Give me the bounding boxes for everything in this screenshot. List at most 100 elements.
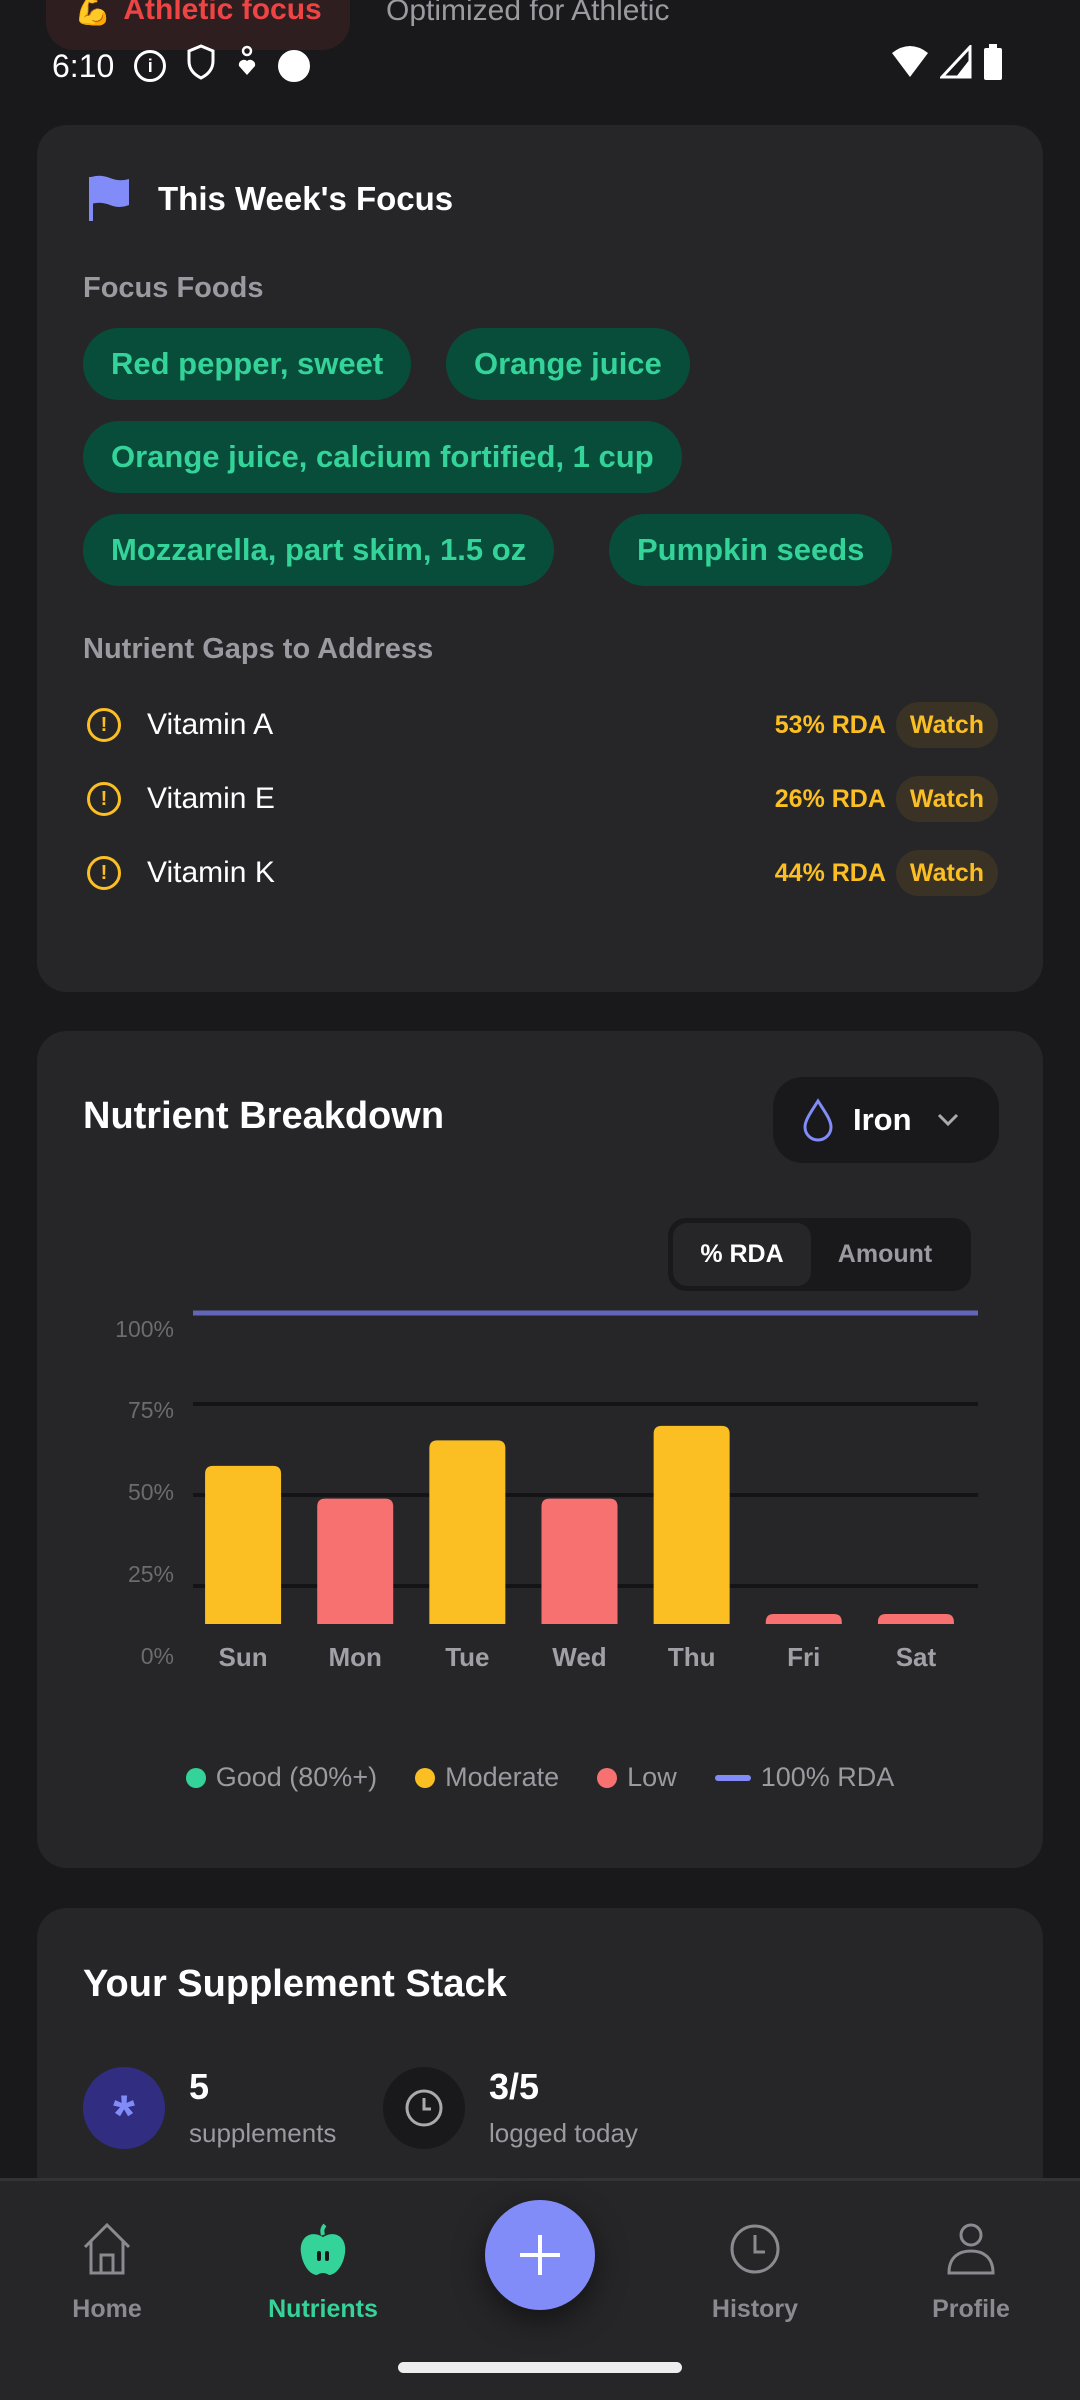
- x-tick-label: Sat: [895, 1642, 937, 1672]
- bottom-nav: Home Nutrients History Profile: [0, 2178, 1080, 2400]
- watch-badge: Watch: [895, 850, 998, 896]
- tab-label: Profile: [932, 2295, 1010, 2323]
- bar-sun[interactable]: [205, 1465, 282, 1624]
- info-icon: i: [134, 50, 167, 82]
- gap-row: ! Vitamin E 26% RDA Watch: [83, 774, 998, 824]
- nutrient-bar-chart: [193, 1310, 978, 1624]
- food-chip[interactable]: Orange juice: [446, 328, 690, 400]
- banner-subtitle: Optimized for Athletic: [386, 0, 670, 27]
- x-tick-label: Fri: [787, 1642, 821, 1672]
- y-tick-label: 75%: [127, 1397, 174, 1423]
- signal-icon: [940, 45, 972, 79]
- x-tick-label: Mon: [328, 1642, 382, 1672]
- status-time: 6:10: [52, 47, 115, 84]
- athletic-focus-chip[interactable]: 💪 Athletic focus: [46, 0, 350, 50]
- clock-icon: [383, 2066, 465, 2149]
- food-chip[interactable]: Mozzarella, part skim, 1.5 oz: [83, 514, 555, 586]
- warning-icon: !: [87, 856, 121, 890]
- selected-nutrient: Iron: [853, 1102, 912, 1137]
- chart-legend: Good (80%+) Moderate Low 100% RDA: [0, 1762, 1080, 1793]
- legend-rda-line: 100% RDA: [714, 1762, 895, 1793]
- food-chip[interactable]: Orange juice, calcium fortified, 1 cup: [83, 421, 682, 493]
- muscle-emoji: 💪: [74, 0, 112, 27]
- watch-badge: Watch: [895, 702, 998, 748]
- gap-percent: 53% RDA: [774, 710, 886, 739]
- tab-profile[interactable]: Profile: [891, 2221, 1051, 2324]
- status-bar: 6:10 i: [52, 44, 311, 88]
- nutrient-breakdown-card: Nutrient Breakdown Iron % RDA Amount: [37, 1031, 1043, 1868]
- legend-label: 100% RDA: [760, 1762, 895, 1792]
- chevron-down-icon: [937, 1113, 958, 1127]
- x-tick-label: Thu: [667, 1642, 716, 1672]
- gap-percent: 26% RDA: [774, 784, 886, 813]
- bar-sat[interactable]: [877, 1614, 954, 1624]
- food-chip[interactable]: Red pepper, sweet: [83, 328, 412, 400]
- breakdown-title: Nutrient Breakdown: [83, 1095, 445, 1137]
- accessibility-icon: [236, 45, 258, 87]
- watch-badge: Watch: [895, 776, 998, 822]
- food-chip[interactable]: Pumpkin seeds: [609, 514, 893, 586]
- gap-name: Vitamin K: [147, 856, 275, 889]
- tab-history[interactable]: History: [675, 2221, 835, 2324]
- legend-dot: [597, 1767, 618, 1788]
- legend-good: Good (80%+): [185, 1762, 378, 1793]
- plus-icon: [520, 2235, 560, 2275]
- tab-label: Nutrients: [268, 2295, 378, 2323]
- x-tick-label: Wed: [552, 1642, 607, 1672]
- bar-tue[interactable]: [429, 1440, 506, 1624]
- gap-name: Vitamin A: [147, 708, 274, 741]
- legend-dot: [185, 1767, 206, 1788]
- flag-icon: [89, 175, 129, 221]
- stat-value: 5: [189, 2066, 210, 2107]
- legend-dot: [415, 1767, 436, 1788]
- asterisk-icon: *: [83, 2066, 165, 2149]
- supplement-title: Your Supplement Stack: [83, 1963, 507, 2005]
- x-tick-label: Tue: [445, 1642, 490, 1672]
- gap-percent: 44% RDA: [774, 858, 886, 887]
- legend-label: Good (80%+): [215, 1762, 378, 1792]
- supplement-count-stat: * 5 supplements: [83, 2066, 336, 2149]
- battery-icon: [984, 44, 1002, 80]
- droplet-icon: [803, 1098, 833, 1142]
- legend-label: Moderate: [445, 1762, 560, 1792]
- y-tick-label: 50%: [127, 1479, 174, 1505]
- apple-icon: [300, 2223, 346, 2275]
- athletic-focus-label: Athletic focus: [123, 0, 322, 26]
- home-icon: [83, 2222, 131, 2275]
- tab-label: History: [711, 2295, 799, 2323]
- gap-row: ! Vitamin K 44% RDA Watch: [83, 848, 998, 898]
- x-tick-label: Sun: [218, 1642, 268, 1672]
- tab-home[interactable]: Home: [27, 2221, 187, 2324]
- bar-fri[interactable]: [765, 1614, 842, 1624]
- status-right-icons: [890, 44, 1004, 80]
- gap-name: Vitamin E: [147, 782, 275, 815]
- add-button[interactable]: [485, 2200, 595, 2310]
- stat-value: 3/5: [489, 2066, 540, 2107]
- weekly-focus-card: This Week's Focus Focus Foods Red pepper…: [37, 125, 1043, 992]
- toggle-amount[interactable]: Amount: [837, 1240, 933, 1268]
- legend-moderate: Moderate: [415, 1762, 559, 1793]
- y-tick-label: 0%: [140, 1643, 174, 1669]
- nutrient-select[interactable]: Iron: [773, 1077, 999, 1163]
- legend-low: Low: [597, 1762, 677, 1793]
- wifi-icon: [892, 46, 928, 77]
- home-indicator[interactable]: [398, 2362, 682, 2373]
- focus-title: This Week's Focus: [158, 180, 454, 217]
- legend-label: Low: [627, 1762, 677, 1792]
- stat-label: logged today: [489, 2118, 638, 2148]
- toggle-rda[interactable]: % RDA: [673, 1223, 811, 1286]
- logged-today-stat: 3/5 logged today: [383, 2066, 638, 2149]
- tab-nutrients[interactable]: Nutrients: [243, 2221, 403, 2324]
- bar-thu[interactable]: [653, 1425, 730, 1624]
- nutrient-gaps-label: Nutrient Gaps to Address: [83, 633, 434, 665]
- y-tick-label: 100%: [115, 1316, 174, 1342]
- warning-icon: !: [87, 782, 121, 816]
- bar-wed[interactable]: [541, 1498, 618, 1624]
- warning-icon: !: [87, 708, 121, 742]
- gap-row: ! Vitamin A 53% RDA Watch: [83, 700, 998, 750]
- clock-icon: [730, 2224, 780, 2274]
- unit-toggle: % RDA Amount: [668, 1218, 971, 1291]
- bar-mon[interactable]: [317, 1498, 394, 1624]
- stat-label: supplements: [189, 2118, 337, 2148]
- face-icon: [278, 50, 311, 82]
